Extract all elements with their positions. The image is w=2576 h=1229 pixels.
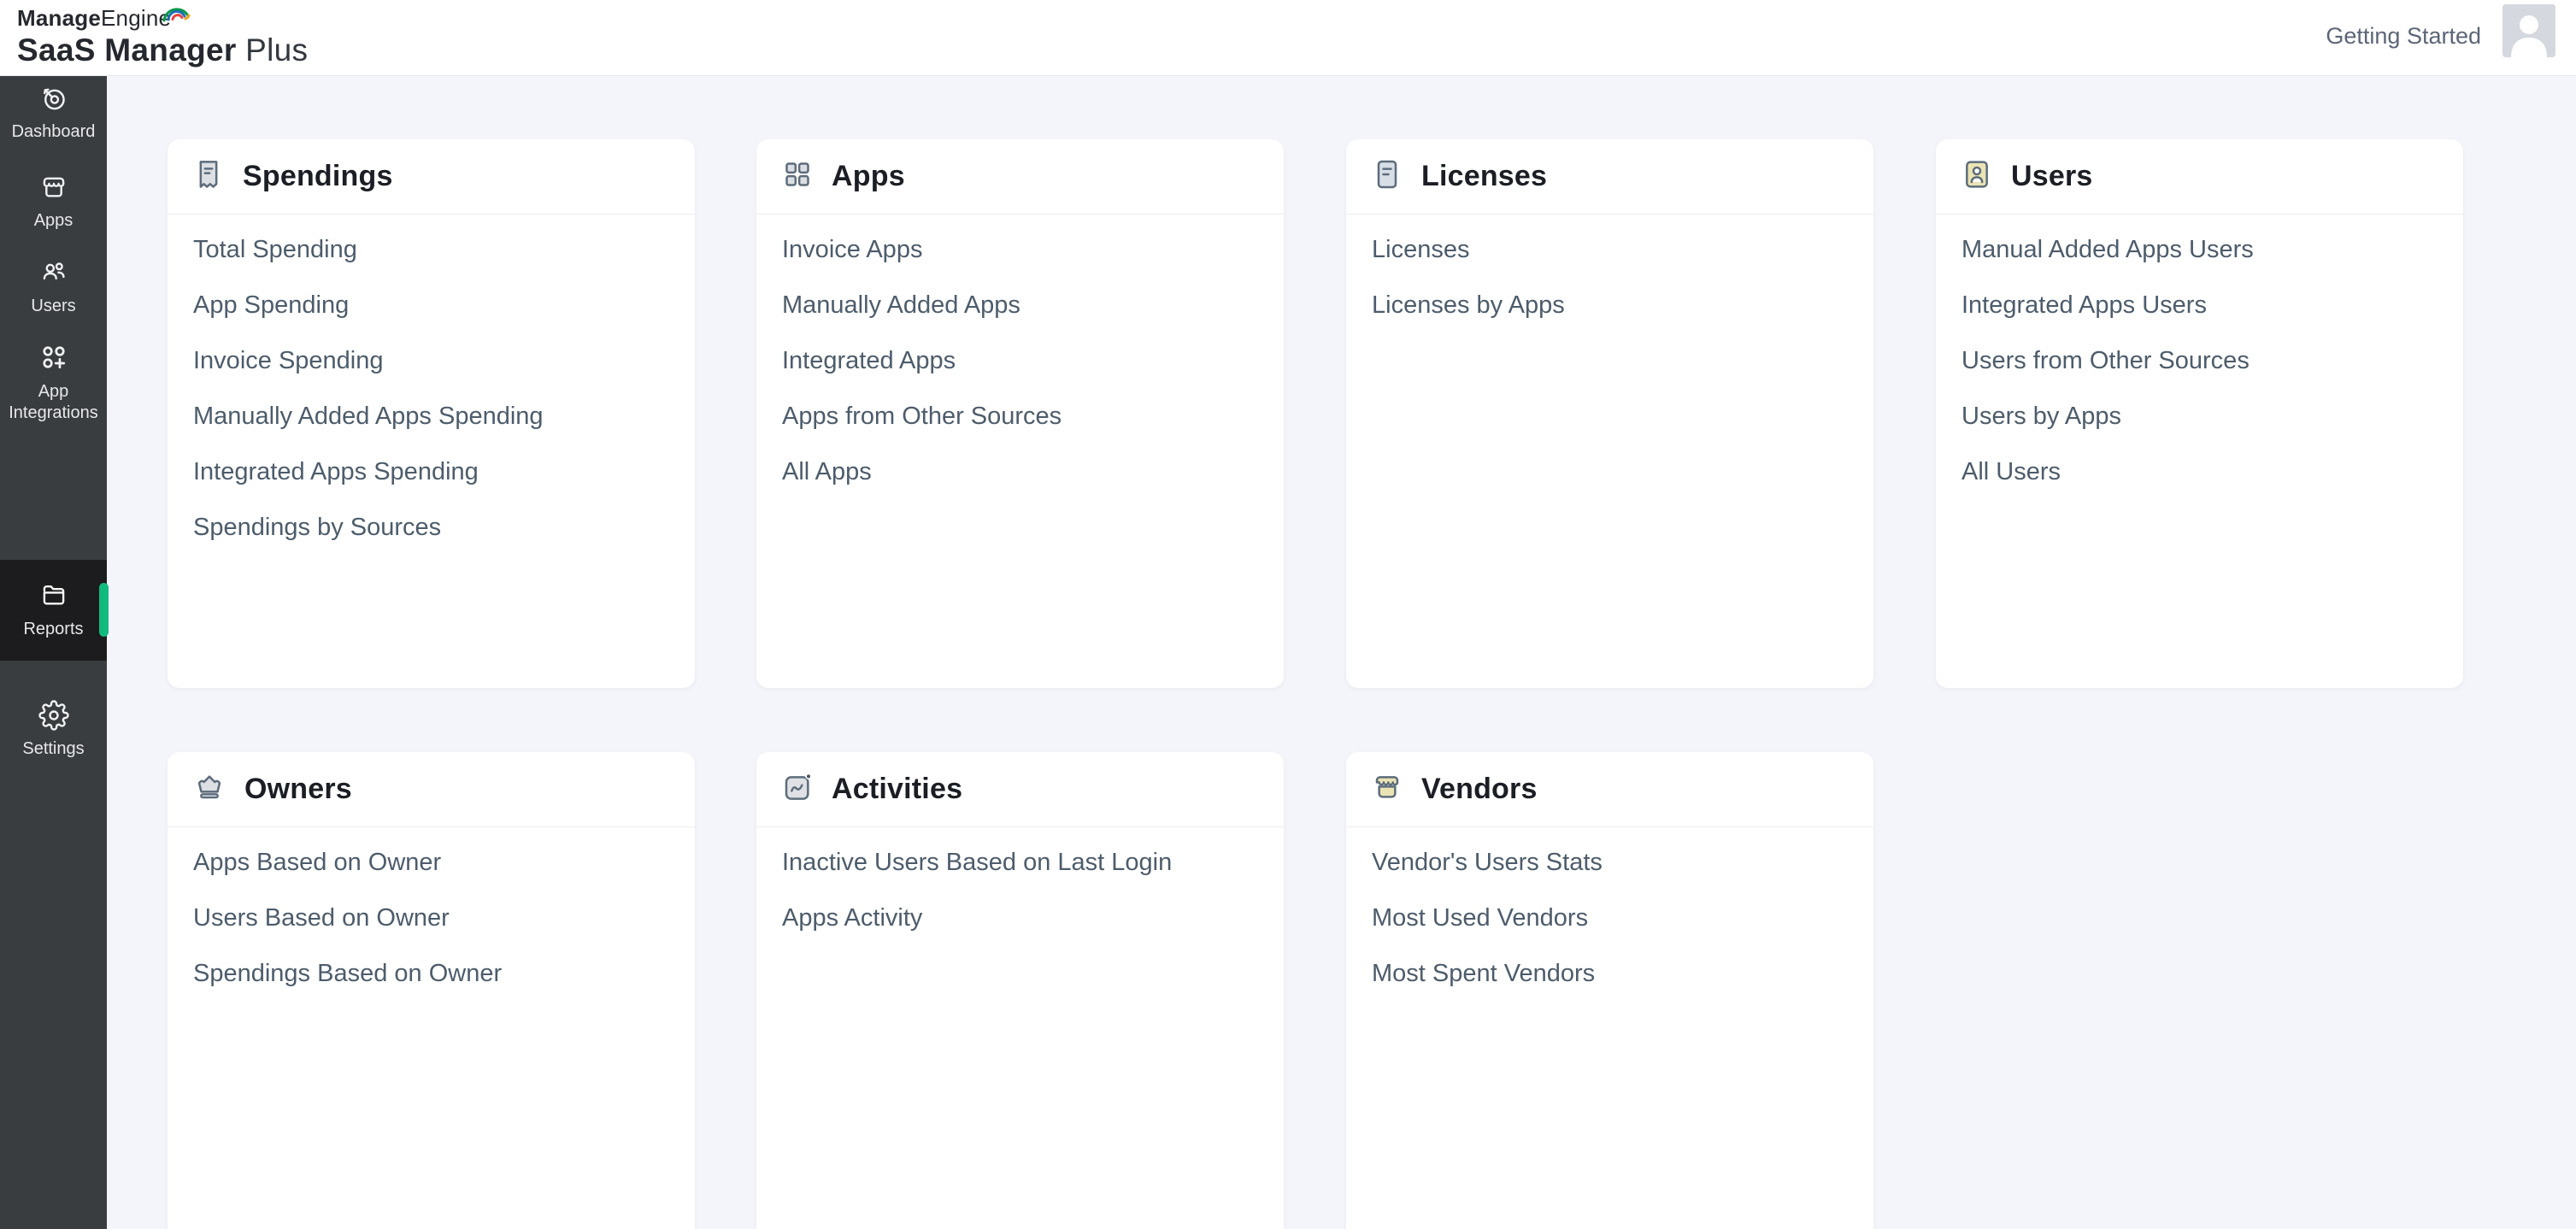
report-link[interactable]: Integrated Apps — [782, 347, 956, 374]
report-link[interactable]: All Apps — [782, 458, 872, 485]
report-link[interactable]: Users by Apps — [1961, 403, 2121, 430]
receipt-icon — [191, 157, 226, 196]
card-activities: Activities Inactive Users Based on Last … — [756, 752, 1284, 1229]
report-link[interactable]: Manual Added Apps Users — [1961, 236, 2254, 263]
report-link[interactable]: Vendor's Users Stats — [1372, 849, 1603, 876]
card-vendors: Vendors Vendor's Users Stats Most Used V… — [1346, 752, 1873, 1229]
report-link[interactable]: Apps from Other Sources — [782, 403, 1062, 430]
card-title: Vendors — [1421, 773, 1538, 805]
report-link[interactable]: Integrated Apps Spending — [193, 458, 479, 485]
sidebar-label: Dashboard — [11, 122, 96, 141]
sidebar-label: Apps — [33, 211, 74, 230]
report-link[interactable]: App Spending — [193, 291, 350, 319]
user-avatar[interactable] — [2502, 4, 2555, 57]
logo-engine: Engine — [101, 5, 172, 31]
card-licenses: Licenses Licenses Licenses by Apps — [1346, 139, 1873, 688]
card-header: Owners — [168, 752, 695, 827]
report-link[interactable]: Users from Other Sources — [1961, 347, 2250, 374]
card-header: Users — [1936, 139, 2463, 215]
report-link[interactable]: Inactive Users Based on Last Login — [782, 849, 1173, 876]
card-users: Users Manual Added Apps Users Integrated… — [1936, 139, 2463, 688]
crown-icon — [191, 770, 227, 809]
left-nav-sidebar: Dashboard Apps Users — [0, 76, 109, 1229]
report-link[interactable]: Apps Based on Owner — [193, 849, 442, 876]
card-header: Licenses — [1346, 139, 1873, 215]
report-link[interactable]: Integrated Apps Users — [1961, 291, 2207, 319]
dashboard-icon — [38, 83, 69, 114]
manageengine-logo: Manage Engine SaaS Manager Plus — [17, 5, 308, 68]
sidebar-label: Users — [31, 297, 76, 315]
card-title: Users — [2011, 160, 2093, 192]
sidebar-label: Reports — [23, 620, 84, 638]
card-header: Apps — [756, 139, 1284, 215]
card-title: Owners — [244, 773, 352, 805]
card-link-list: Licenses Licenses by Apps — [1346, 215, 1873, 333]
grid-icon — [780, 157, 815, 196]
report-link[interactable]: Most Spent Vendors — [1372, 960, 1596, 987]
report-link[interactable]: Invoice Spending — [193, 347, 384, 374]
card-header: Activities — [756, 752, 1284, 827]
sidebar-item-apps[interactable]: Apps — [0, 172, 107, 232]
card-title: Apps — [832, 160, 905, 192]
card-link-list: Invoice Apps Manually Added Apps Integra… — [756, 215, 1284, 500]
report-link[interactable]: Invoice Apps — [782, 236, 923, 263]
report-link[interactable]: Users Based on Owner — [193, 904, 450, 932]
card-title: Spendings — [243, 160, 393, 192]
logo-brand-line: Manage Engine — [17, 5, 308, 32]
logo-saas-manager: SaaS Manager — [17, 32, 237, 68]
card-apps: Apps Invoice Apps Manually Added Apps In… — [756, 139, 1284, 688]
top-header-bar: Manage Engine SaaS Manager Plus Getting S… — [0, 0, 2576, 76]
card-header: Vendors — [1346, 752, 1873, 827]
sidebar-item-dashboard[interactable]: Dashboard — [0, 83, 107, 143]
sidebar-item-app-integrations[interactable]: App Integrations — [0, 341, 107, 424]
report-link[interactable]: Manually Added Apps — [782, 291, 1020, 319]
card-title: Licenses — [1421, 160, 1548, 192]
report-link[interactable]: Total Spending — [193, 236, 357, 263]
card-owners: Owners Apps Based on Owner Users Based o… — [168, 752, 695, 1229]
card-link-list: Manual Added Apps Users Integrated Apps … — [1936, 215, 2463, 500]
sidebar-item-users[interactable]: Users — [0, 257, 107, 317]
sidebar-item-settings[interactable]: Settings — [0, 700, 107, 760]
report-link[interactable]: Manually Added Apps Spending — [193, 403, 544, 430]
report-link[interactable]: Licenses — [1372, 236, 1470, 263]
report-link[interactable]: Apps Activity — [782, 904, 923, 932]
card-title: Activities — [832, 773, 963, 805]
card-link-list: Total Spending App Spending Invoice Spen… — [168, 215, 695, 556]
sidebar-label: App Integrations — [9, 382, 98, 422]
folder-icon — [38, 580, 70, 611]
getting-started-link[interactable]: Getting Started — [2326, 23, 2481, 49]
card-spendings: Spendings Total Spending App Spending In… — [168, 139, 695, 688]
sidebar-label: Settings — [22, 739, 85, 758]
active-item-indicator — [99, 583, 109, 637]
people-icon — [38, 257, 70, 288]
card-link-list: Apps Based on Owner Users Based on Owner… — [168, 827, 695, 1002]
storefront-icon — [38, 172, 70, 203]
report-link[interactable]: Spendings Based on Owner — [193, 960, 503, 987]
logo-manage: Manage — [17, 5, 102, 31]
card-link-list: Vendor's Users Stats Most Used Vendors M… — [1346, 827, 1873, 1002]
report-link[interactable]: Licenses by Apps — [1372, 291, 1565, 319]
card-header: Spendings — [168, 139, 695, 215]
card-link-list: Inactive Users Based on Last Login Apps … — [756, 827, 1284, 946]
report-link[interactable]: Most Used Vendors — [1372, 904, 1589, 932]
vendor-storefront-icon — [1370, 770, 1404, 809]
reports-content-area: Spendings Total Spending App Spending In… — [107, 76, 2576, 1229]
report-link[interactable]: All Users — [1961, 458, 2061, 485]
gear-icon — [38, 700, 69, 731]
logo-plus: Plus — [245, 32, 309, 68]
user-badge-icon — [1960, 157, 1994, 196]
logo-product-line: SaaS Manager Plus — [17, 32, 308, 68]
sidebar-item-reports[interactable]: Reports — [0, 560, 109, 661]
document-icon — [1370, 157, 1404, 196]
report-link[interactable]: Spendings by Sources — [193, 514, 442, 541]
activity-icon — [780, 770, 815, 809]
logo-swoosh-icon — [159, 0, 193, 32]
integrations-plus-icon — [38, 341, 70, 373]
